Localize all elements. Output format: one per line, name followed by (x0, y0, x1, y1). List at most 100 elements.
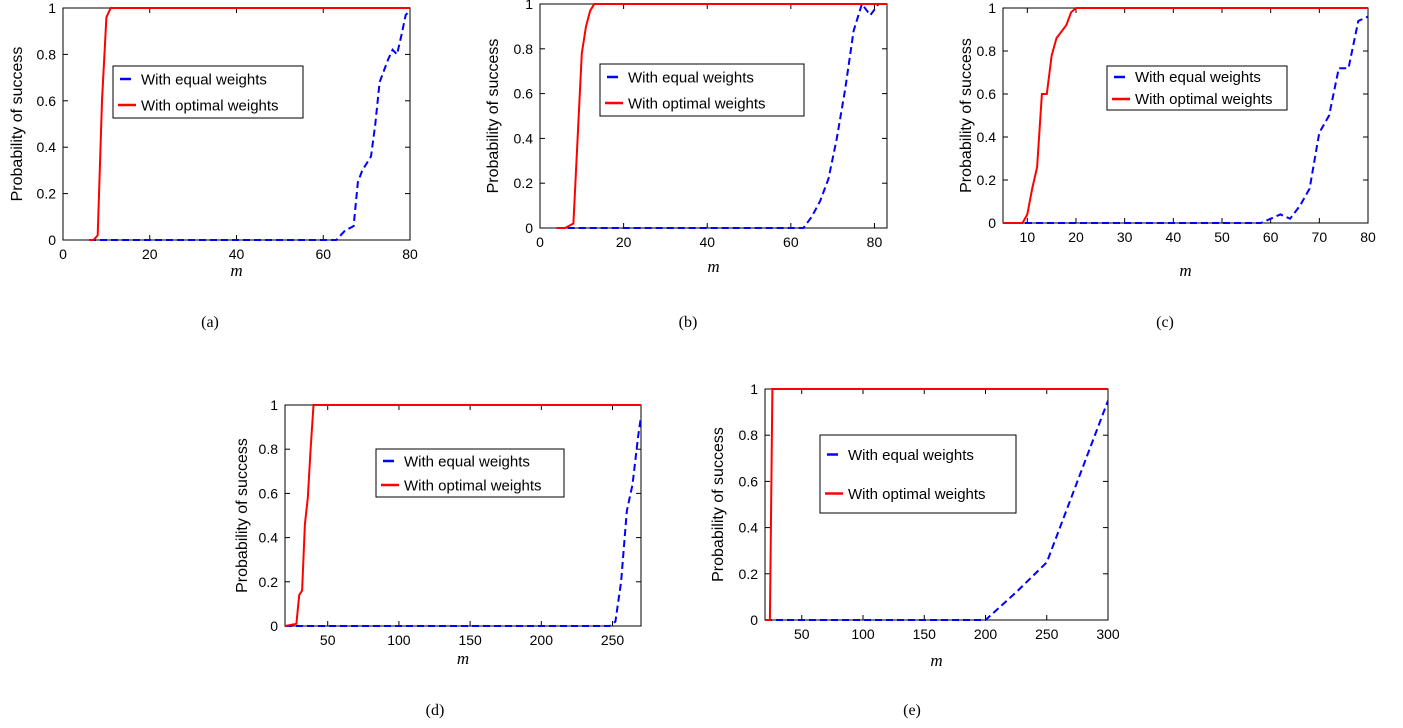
x-tick-label: 200 (974, 626, 998, 642)
x-tick-label: 50 (320, 632, 336, 648)
axes-box (284, 404, 642, 627)
x-tick-label: 80 (1360, 229, 1376, 245)
legend-box (599, 63, 805, 117)
panel-a: 0 20 40 60 80 0 0.2 0.4 0.6 0.8 1 Probability of su… (9, 0, 418, 331)
y-tick-label: 1 (988, 0, 996, 16)
x-tick-label: 0 (536, 234, 544, 250)
x-tick-label: 150 (913, 626, 937, 642)
x-tick-label: 40 (1166, 229, 1182, 245)
y-tick-label: 0 (48, 232, 56, 248)
x-axis-label: m (457, 649, 469, 668)
panel-e: 50 100 150 200 250 300 0 0.2 0.4 0.6 0.8 1 Probabili… (710, 381, 1120, 719)
legend-box (375, 448, 565, 498)
y-tick-label: 0.6 (37, 93, 57, 109)
x-axis-label: m (707, 257, 719, 276)
series-optimal-weights-line (765, 388, 1108, 621)
legend-box (819, 434, 1017, 514)
series-equal-weights-line (1003, 15, 1368, 224)
x-tick-label: 80 (402, 246, 418, 262)
series-equal-weights-line (89, 9, 410, 241)
x-tick-label: 20 (142, 246, 158, 262)
legend-label-equal: With equal weights (1135, 69, 1261, 86)
x-tick-label: 150 (458, 632, 482, 648)
x-tick-label: 80 (867, 234, 883, 250)
series-equal-weights-line (765, 400, 1108, 621)
y-tick-label: 0.6 (739, 473, 759, 489)
y-tick-label: 1 (270, 397, 278, 413)
y-tick-label: 1 (48, 0, 56, 16)
x-tick-label: 40 (699, 234, 715, 250)
y-tick-label: 0.4 (259, 530, 279, 546)
series-equal-weights-line (556, 2, 887, 229)
panel-caption: (b) (679, 314, 698, 331)
x-axis-label: m (930, 651, 942, 670)
x-tick-label: 20 (1068, 229, 1084, 245)
y-tick-label: 1 (525, 0, 533, 12)
x-tick-label: 300 (1096, 626, 1120, 642)
y-tick-label: 0 (750, 612, 758, 628)
legend-label-equal: With equal weights (848, 447, 974, 464)
y-tick-label: 0.2 (977, 172, 997, 188)
panel-d: 50 100 150 200 250 0 0.2 0.4 0.6 0.8 1 Probability … (234, 397, 642, 719)
x-tick-label: 0 (59, 246, 67, 262)
x-tick-label: 40 (229, 246, 245, 262)
y-tick-label: 0.8 (739, 427, 759, 443)
panel-b: 0 20 40 60 80 0 0.2 0.4 0.6 0.8 1 Probability of su… (485, 0, 888, 331)
y-tick-label: 0 (270, 618, 278, 634)
y-tick-label: 0.2 (37, 186, 57, 202)
y-tick-label: 0.6 (977, 86, 997, 102)
panel-caption: (c) (1156, 314, 1174, 331)
x-tick-label: 50 (794, 626, 810, 642)
legend-label-optimal: With optimal weights (404, 477, 542, 494)
x-tick-label: 70 (1312, 229, 1328, 245)
x-tick-label: 100 (387, 632, 411, 648)
y-tick-label: 0.2 (514, 175, 534, 191)
y-axis-label: Probability of success (485, 39, 502, 194)
x-tick-label: 250 (1035, 626, 1059, 642)
y-tick-label: 0.8 (977, 43, 997, 59)
x-tick-label: 60 (315, 246, 331, 262)
y-tick-label: 0.4 (37, 139, 57, 155)
series-optimal-weights-line (89, 7, 410, 241)
y-tick-label: 0.4 (739, 520, 759, 536)
y-tick-label: 0 (525, 220, 533, 236)
y-axis-label: Probability of success (9, 47, 26, 202)
panel-c: 10 20 30 40 50 60 70 80 0 0.2 0.4 0.6 0.8 1 Probabilit… (958, 0, 1376, 331)
legend-label-equal: With equal weights (628, 69, 754, 86)
y-tick-label: 0.8 (514, 41, 534, 57)
x-axis-label: m (230, 261, 242, 280)
x-tick-label: 10 (1020, 229, 1036, 245)
x-tick-label: 30 (1117, 229, 1133, 245)
axes-box (1002, 7, 1369, 224)
y-tick-label: 1 (750, 381, 758, 397)
y-tick-label: 0.2 (739, 566, 759, 582)
series-optimal-weights-line (285, 404, 641, 627)
x-tick-label: 60 (783, 234, 799, 250)
y-tick-label: 0.2 (259, 574, 279, 590)
x-tick-label: 20 (616, 234, 632, 250)
legend-label-optimal: With optimal weights (628, 95, 766, 112)
x-tick-label: 50 (1214, 229, 1230, 245)
y-tick-label: 0 (988, 215, 996, 231)
y-tick-label: 0.8 (259, 441, 279, 457)
y-tick-label: 0.4 (977, 129, 997, 145)
y-tick-label: 0.8 (37, 46, 57, 62)
y-tick-label: 0.6 (514, 86, 534, 102)
series-optimal-weights-line (556, 3, 887, 229)
x-tick-label: 200 (530, 632, 554, 648)
legend-label-equal: With equal weights (404, 453, 530, 470)
series-equal-weights-line (285, 415, 641, 627)
legend-label-optimal: With optimal weights (1135, 91, 1273, 108)
panel-caption: (e) (903, 702, 921, 719)
x-tick-label: 60 (1263, 229, 1279, 245)
axes-box (62, 7, 411, 241)
panel-caption: (d) (426, 702, 445, 719)
x-tick-label: 100 (851, 626, 875, 642)
y-axis-label: Probability of success (710, 427, 727, 582)
legend-box (1106, 65, 1288, 111)
y-tick-label: 0.4 (514, 130, 534, 146)
y-axis-label: Probability of success (234, 438, 251, 593)
panel-caption: (a) (201, 314, 219, 331)
x-tick-label: 250 (601, 632, 625, 648)
